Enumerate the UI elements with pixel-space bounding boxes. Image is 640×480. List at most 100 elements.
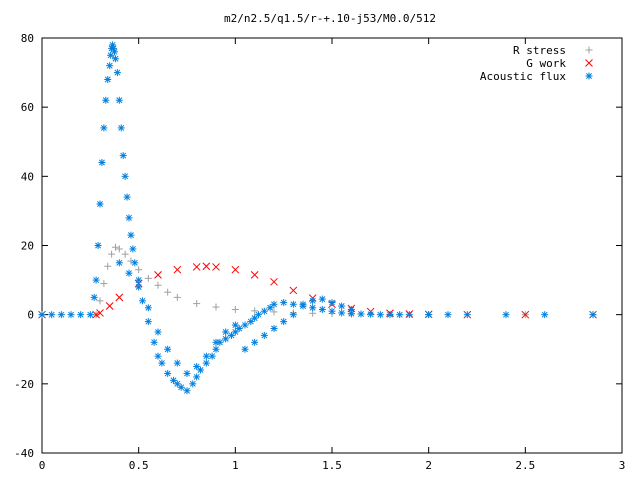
data-point <box>125 269 133 277</box>
data-point <box>57 311 65 319</box>
data-point <box>164 369 172 377</box>
data-point <box>67 311 75 319</box>
data-point <box>444 311 452 319</box>
data-point <box>289 311 297 319</box>
data-point <box>131 259 139 267</box>
data-point <box>135 283 143 291</box>
data-point <box>129 245 137 253</box>
data-point <box>247 318 255 326</box>
data-point <box>86 311 94 319</box>
y-tick-label: 0 <box>27 309 34 322</box>
data-point <box>100 280 108 288</box>
series-layer <box>38 41 597 395</box>
data-point <box>212 263 220 271</box>
data-point <box>463 311 471 319</box>
series-0 <box>38 243 597 319</box>
data-point <box>250 271 259 279</box>
legend-label: R stress <box>513 44 566 57</box>
data-point <box>38 311 46 319</box>
y-tick-label: -20 <box>14 378 34 391</box>
data-point <box>104 76 112 83</box>
data-point <box>102 96 110 104</box>
data-point <box>111 48 118 56</box>
data-point <box>117 124 125 132</box>
data-point <box>231 321 239 329</box>
data-point <box>111 55 119 63</box>
data-point <box>183 369 191 377</box>
data-point <box>270 300 278 308</box>
data-point <box>376 311 384 319</box>
data-point <box>222 335 230 343</box>
data-point <box>92 276 100 284</box>
data-point <box>212 338 220 346</box>
chart-title: m2/n2.5/q1.5/r-+.10-j53/M0.0/512 <box>224 12 436 25</box>
x-tick-label: 2.5 <box>515 459 535 472</box>
data-point <box>202 262 211 271</box>
data-point <box>115 245 123 253</box>
data-point <box>193 373 201 381</box>
y-tick-label: 20 <box>21 240 34 253</box>
data-point <box>396 311 404 319</box>
data-point <box>405 311 413 319</box>
data-point <box>98 159 106 166</box>
data-point <box>144 274 152 282</box>
data-point <box>189 380 197 388</box>
data-point <box>338 302 346 310</box>
legend-marker <box>585 72 593 80</box>
data-point <box>111 243 119 251</box>
data-point <box>105 302 114 310</box>
data-point <box>289 300 297 308</box>
data-point <box>154 328 162 336</box>
data-point <box>357 310 365 318</box>
data-point <box>100 124 108 132</box>
data-point <box>521 310 530 319</box>
data-point <box>425 311 433 319</box>
data-point <box>113 69 121 77</box>
data-point <box>241 345 249 353</box>
series-2 <box>38 41 597 395</box>
x-tick-label: 3 <box>619 459 626 472</box>
x-tick-label: 1.5 <box>322 459 342 472</box>
data-point <box>125 214 133 222</box>
data-point <box>367 310 375 318</box>
data-point <box>260 331 268 339</box>
data-point <box>212 345 220 353</box>
data-point <box>106 62 114 70</box>
data-point <box>121 172 129 180</box>
data-point <box>208 352 216 360</box>
y-tick-label: 60 <box>21 101 34 114</box>
data-point <box>231 265 240 274</box>
data-point <box>270 308 278 316</box>
data-point <box>108 250 116 258</box>
data-point <box>202 352 210 360</box>
data-point <box>94 242 102 249</box>
data-point <box>121 250 129 258</box>
data-point <box>251 338 259 346</box>
data-point <box>255 311 263 319</box>
data-point <box>90 293 98 301</box>
data-point <box>164 288 172 296</box>
data-point <box>241 321 249 329</box>
x-tick-label: 1 <box>232 459 239 472</box>
data-point <box>139 297 147 305</box>
legend-label: G work <box>526 57 566 70</box>
data-point <box>173 265 182 274</box>
data-point <box>197 366 205 374</box>
data-point <box>115 293 124 302</box>
data-point <box>202 359 210 367</box>
data-point <box>135 266 143 274</box>
data-point <box>309 304 317 312</box>
data-point <box>231 305 239 313</box>
y-tick-label: 40 <box>21 170 34 183</box>
data-point <box>289 286 298 295</box>
data-point <box>260 307 268 315</box>
data-point <box>173 359 181 367</box>
y-tick-label: -40 <box>14 447 34 460</box>
data-point <box>270 277 278 286</box>
x-tick-label: 2 <box>425 459 432 472</box>
data-point <box>154 352 162 360</box>
data-point <box>144 318 152 326</box>
data-point <box>251 307 259 315</box>
